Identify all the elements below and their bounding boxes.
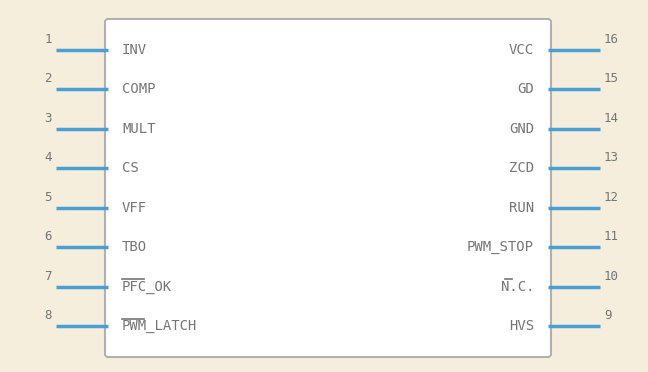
Text: 4: 4: [45, 151, 52, 164]
Text: 6: 6: [45, 230, 52, 243]
Text: GD: GD: [517, 83, 534, 96]
Text: COMP: COMP: [122, 83, 156, 96]
Text: 15: 15: [604, 73, 619, 86]
Text: VCC: VCC: [509, 43, 534, 57]
Text: RUN: RUN: [509, 201, 534, 215]
Text: GND: GND: [509, 122, 534, 136]
Text: PWM_LATCH: PWM_LATCH: [122, 319, 198, 333]
Text: MULT: MULT: [122, 122, 156, 136]
Text: PFC_OK: PFC_OK: [122, 280, 172, 294]
FancyBboxPatch shape: [105, 19, 551, 357]
Text: INV: INV: [122, 43, 147, 57]
Text: 1: 1: [45, 33, 52, 46]
Text: ZCD: ZCD: [509, 161, 534, 175]
Text: 16: 16: [604, 33, 619, 46]
Text: 3: 3: [45, 112, 52, 125]
Text: 8: 8: [45, 309, 52, 322]
Text: 5: 5: [45, 191, 52, 204]
Text: 11: 11: [604, 230, 619, 243]
Text: 13: 13: [604, 151, 619, 164]
Text: 12: 12: [604, 191, 619, 204]
Text: VFF: VFF: [122, 201, 147, 215]
Text: N.C.: N.C.: [500, 280, 534, 294]
Text: 2: 2: [45, 73, 52, 86]
Text: PWM_STOP: PWM_STOP: [467, 240, 534, 254]
Text: 10: 10: [604, 270, 619, 283]
Text: 7: 7: [45, 270, 52, 283]
Text: HVS: HVS: [509, 319, 534, 333]
Text: CS: CS: [122, 161, 139, 175]
Text: 14: 14: [604, 112, 619, 125]
Text: 9: 9: [604, 309, 612, 322]
Text: TBO: TBO: [122, 240, 147, 254]
